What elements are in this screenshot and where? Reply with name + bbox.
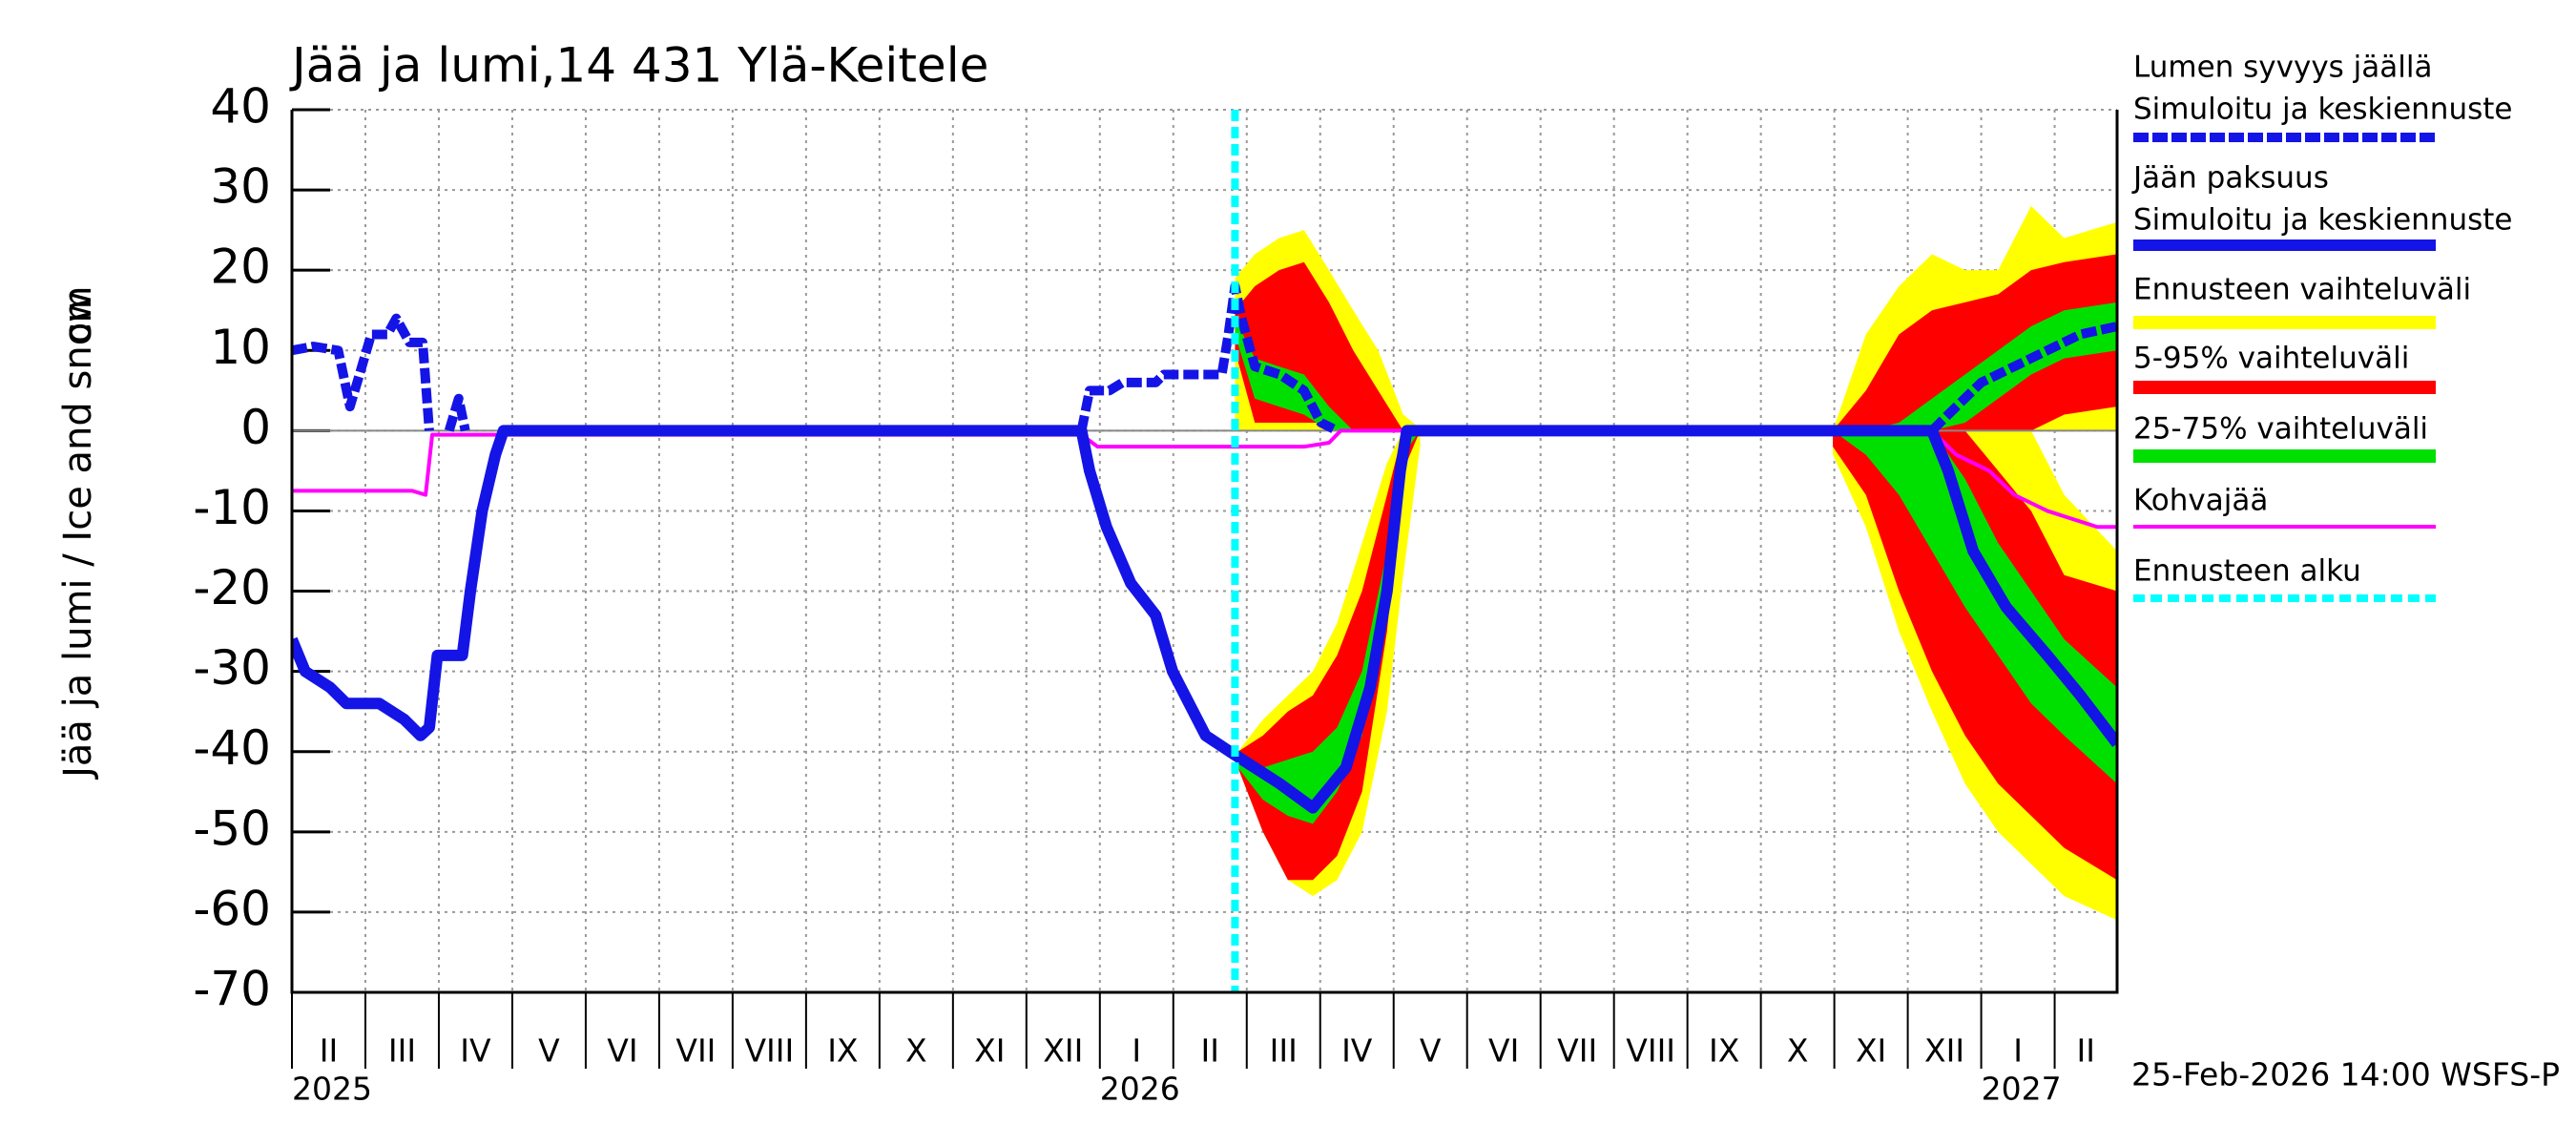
x-tick-label: V [1420,1032,1442,1070]
x-tick-label: II [2077,1032,2095,1070]
forecast-band [1833,302,2117,431]
x-tick-label: III [388,1032,416,1070]
x-tick-label: XII [1924,1032,1964,1070]
x-tick-label: VIII [744,1032,794,1070]
y-tick-label: -40 [193,720,271,776]
x-tick-label: XII [1043,1032,1083,1070]
legend-label: Simuloitu ja keskiennuste [2133,93,2512,127]
x-tick-label: IV [1341,1032,1373,1070]
x-tick-label: VI [607,1032,637,1070]
x-tick-label: XI [974,1032,1005,1070]
x-tick-label: IV [460,1032,491,1070]
plot-frame [290,110,2119,994]
forecast-band [1833,430,2117,881]
x-tick-label: VII [675,1032,716,1070]
forecast-band [1833,430,2117,784]
x-tick-label: II [1201,1032,1219,1070]
y-tick-label: -20 [193,560,271,615]
footer: 25-Feb-2026 14:00 WSFS-P [2131,1056,2560,1093]
legend-label: Simuloitu ja keskiennuste [2133,203,2512,238]
y-axis-unit: cm [56,286,100,344]
legend-label: Ennusteen vaihteluväli [2133,273,2471,307]
forecast-band [1833,254,2117,431]
x-tick-label: XI [1856,1032,1886,1070]
y-axis-label: Jää ja lumi / Ice and snow [56,291,100,781]
y-tick-label: 10 [210,320,271,375]
x-tick-label: III [1270,1032,1298,1070]
x-tick-label: V [538,1032,560,1070]
x-tick-label: VI [1488,1032,1519,1070]
legend-label: Jään paksuus [2131,161,2329,196]
x-tick-label: IX [827,1032,858,1070]
chart-title: Jää ja lumi,14 431 Ylä-Keitele [289,38,988,94]
legend-label: Kohvajää [2133,484,2268,518]
year-label: 2026 [1100,1071,1180,1108]
legend-label: 25-75% vaihteluväli [2133,412,2428,447]
series-line [292,281,2117,435]
y-tick-label: 40 [210,79,271,135]
year-label: 2025 [292,1071,372,1108]
y-tick-label: -50 [193,801,271,856]
legend-label: Lumen syvyys jäällä [2133,51,2433,85]
y-tick-label: -30 [193,640,271,696]
y-tick-label: -70 [193,962,271,1017]
x-tick-label: VII [1557,1032,1597,1070]
legend-label: Ennusteen alku [2133,554,2361,589]
legend-label: 5-95% vaihteluväli [2133,342,2409,376]
x-tick-label: IX [1709,1032,1739,1070]
x-tick-label: X [1787,1032,1809,1070]
series-line [292,428,2117,530]
year-label: 2027 [1982,1071,2062,1108]
y-tick-label: -60 [193,881,271,936]
x-tick-label: II [320,1032,338,1070]
y-tick-label: 0 [240,400,271,455]
x-tick-label: I [1132,1032,1141,1070]
y-tick-label: 20 [210,239,271,295]
forecast-band [1235,318,1423,431]
plot-area [292,205,2117,921]
y-tick-label: 30 [210,159,271,215]
x-tick-label: VIII [1626,1032,1675,1070]
x-tick-label: X [905,1032,927,1070]
forecast-band [1237,430,1421,824]
y-tick-label: -10 [193,480,271,535]
x-tick-label: I [2013,1032,2023,1070]
